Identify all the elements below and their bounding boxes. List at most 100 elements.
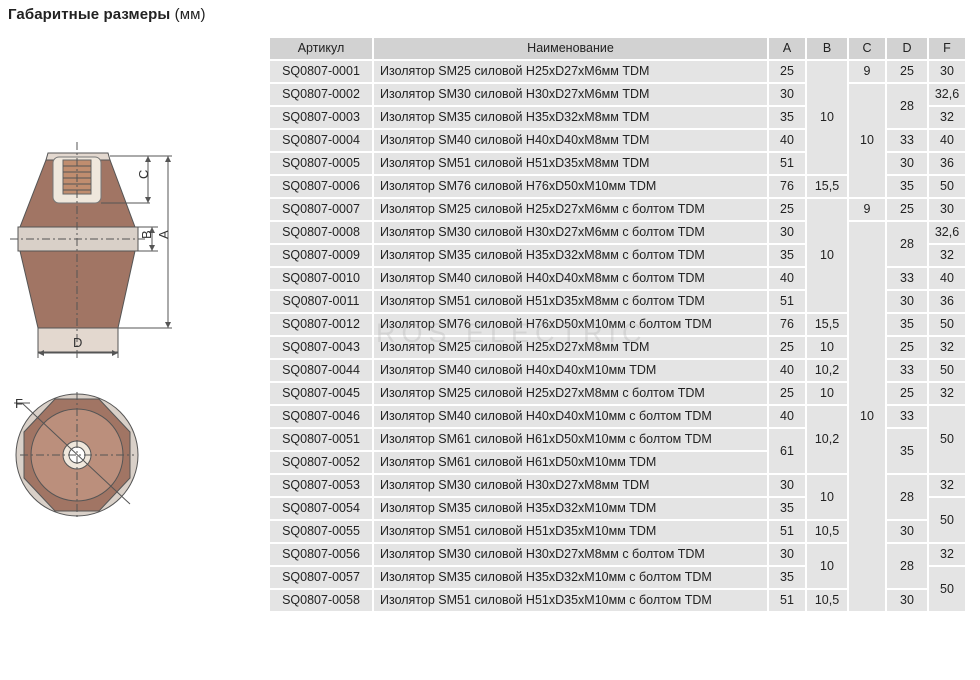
cell-name: Изолятор SM61 силовой H61xD50xM10мм с бо… [374,429,767,450]
cell-name: Изолятор SM40 силовой H40xD40xM8мм с бол… [374,268,767,289]
cell-a: 40 [769,360,805,381]
cell-article: SQ0807-0002 [270,84,372,105]
cell-b: 10 [807,544,847,588]
cell-name: Изолятор SM25 силовой H25xD27xM6мм TDM [374,61,767,82]
cell-a: 30 [769,544,805,565]
cell-article: SQ0807-0043 [270,337,372,358]
cell-c: 9 [849,199,885,220]
cell-article: SQ0807-0010 [270,268,372,289]
cell-article: SQ0807-0008 [270,222,372,243]
cell-name: Изолятор SM51 силовой H51xD35xM8мм с бол… [374,291,767,312]
cell-a: 35 [769,498,805,519]
cell-article: SQ0807-0046 [270,406,372,427]
cell-name: Изолятор SM76 силовой H76xD50xM10мм TDM [374,176,767,197]
dimension-label-a: A [156,230,171,239]
cell-a: 40 [769,130,805,151]
cell-a: 35 [769,567,805,588]
cell-b: 10 [807,383,847,404]
table-row: SQ0807-0003 Изолятор SM35 силовой H35xD3… [270,107,965,128]
insulator-dimension-drawings: C B A D F [10,142,172,518]
table-row: SQ0807-0056 Изолятор SM30 силовой H30xD2… [270,544,965,588]
cell-d: 28 [887,222,927,266]
cell-a: 35 [769,245,805,266]
table-row: SQ0807-0004 Изолятор SM40 силовой H40xD4… [270,130,965,151]
cell-a: 25 [769,199,805,220]
cell-c: 9 [849,61,885,82]
cell-a: 51 [769,590,805,611]
dimension-label-d: D [73,335,82,350]
cell-f: 32 [929,475,965,496]
top-view-drawing [14,392,139,518]
cell-f: 40 [929,268,965,289]
table-row: SQ0807-0052 Изолятор SM61 силовой H61xD5… [270,452,965,473]
dimension-label-b: B [139,230,154,239]
table-row: SQ0807-0044 Изолятор SM40 силовой H40xD4… [270,360,965,381]
cell-name: Изолятор SM35 силовой H35xD32xM10мм TDM [374,498,767,519]
cell-b: 10,2 [807,406,847,473]
side-view-drawing [10,142,172,360]
cell-name: Изолятор SM30 силовой H30xD27xM6мм TDM [374,84,767,105]
cell-article: SQ0807-0056 [270,544,372,565]
table-row: SQ0807-0045 Изолятор SM25 силовой H25xD2… [270,383,965,404]
cell-a: 51 [769,521,805,542]
cell-f: 30 [929,61,965,82]
cell-a: 25 [769,337,805,358]
table-row: SQ0807-0010 Изолятор SM40 силовой H40xD4… [270,268,965,289]
cell-article: SQ0807-0051 [270,429,372,450]
table-row: SQ0807-0007 Изолятор SM25 силовой H25xD2… [270,199,965,312]
cell-article: SQ0807-0052 [270,452,372,473]
cell-d: 35 [887,429,927,473]
cell-f: 32,6 [929,222,965,243]
cell-f: 30 [929,199,965,220]
cell-f: 50 [929,360,965,381]
cell-article: SQ0807-0044 [270,360,372,381]
cell-name: Изолятор SM51 силовой H51xD35xM10мм с бо… [374,590,767,611]
cell-article: SQ0807-0011 [270,291,372,312]
table-row: SQ0807-0051 Изолятор SM61 силовой H61xD5… [270,429,965,473]
cell-a: 76 [769,314,805,335]
header-b: B [807,38,847,59]
table-row: SQ0807-0057 Изолятор SM35 силовой H35xD3… [270,567,965,611]
cell-name: Изолятор SM30 силовой H30xD27xM8мм с бол… [374,544,767,565]
cell-d: 35 [887,314,927,335]
cell-name: Изолятор SM30 силовой H30xD27xM6мм с бол… [374,222,767,243]
cell-b: 10 [807,61,847,174]
cell-article: SQ0807-0003 [270,107,372,128]
cell-a: 40 [769,268,805,289]
table-row: SQ0807-0043 Изолятор SM25 силовой H25xD2… [270,337,965,358]
title-unit: (мм) [174,6,206,23]
cell-article: SQ0807-0009 [270,245,372,266]
cell-article: SQ0807-0006 [270,176,372,197]
header-a: A [769,38,805,59]
title-text: Габаритные размеры [8,6,171,23]
cell-f: 50 [929,567,965,611]
cell-d: 28 [887,84,927,128]
cell-name: Изолятор SM61 силовой H61xD50xM10мм TDM [374,452,767,473]
cell-article: SQ0807-0045 [270,383,372,404]
cell-article: SQ0807-0054 [270,498,372,519]
cell-d: 25 [887,383,927,404]
cell-article: SQ0807-0004 [270,130,372,151]
cell-a: 30 [769,84,805,105]
cell-name: Изолятор SM40 силовой H40xD40xM8мм TDM [374,130,767,151]
cell-name: Изолятор SM51 силовой H51xD35xM8мм TDM [374,153,767,174]
cell-name: Изолятор SM30 силовой H30xD27xM8мм TDM [374,475,767,496]
dimensions-table: Артикул Наименование A B C D F SQ0807-00… [268,36,967,613]
cell-article: SQ0807-0007 [270,199,372,220]
header-article: Артикул [270,38,372,59]
table-row: SQ0807-0001 Изолятор SM25 силовой H25xD2… [270,61,965,174]
cell-f: 36 [929,153,965,174]
header-name: Наименование [374,38,767,59]
cell-name: Изолятор SM76 силовой H76xD50xM10мм с бо… [374,314,767,335]
cell-a: 30 [769,222,805,243]
header-d: D [887,38,927,59]
table-row: SQ0807-0011 Изолятор SM51 силовой H51xD3… [270,291,965,312]
page-title: Габаритные размеры (мм) [8,6,206,23]
cell-name: Изолятор SM40 силовой H40xD40xM10мм с бо… [374,406,767,427]
header-f: F [929,38,965,59]
cell-a: 25 [769,383,805,404]
cell-name: Изолятор SM35 силовой H35xD32xM8мм TDM [374,107,767,128]
table-header-row: Артикул Наименование A B C D F [270,38,965,59]
cell-article: SQ0807-0055 [270,521,372,542]
cell-f: 32 [929,544,965,565]
